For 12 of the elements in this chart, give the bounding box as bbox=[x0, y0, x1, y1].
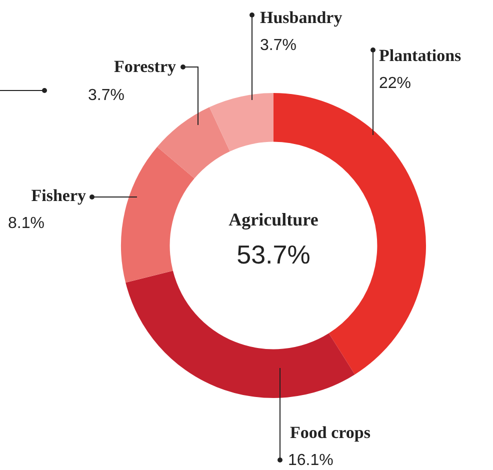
slice-label: Forestry bbox=[114, 57, 176, 76]
data-label: 16.1% bbox=[288, 452, 334, 469]
data-label: 3.7% bbox=[88, 87, 124, 104]
slice-label: Plantations bbox=[379, 46, 462, 65]
slice-label: Fishery bbox=[31, 186, 86, 205]
data-label: 22% bbox=[379, 75, 412, 92]
text: Agriculture bbox=[228, 210, 318, 230]
text: 53.7% bbox=[236, 240, 310, 270]
data-label: 8.1% bbox=[8, 215, 44, 232]
slice-label: Food crops bbox=[290, 423, 371, 442]
slice-label: Husbandry bbox=[260, 8, 343, 27]
data-label: 3.7% bbox=[260, 37, 296, 54]
